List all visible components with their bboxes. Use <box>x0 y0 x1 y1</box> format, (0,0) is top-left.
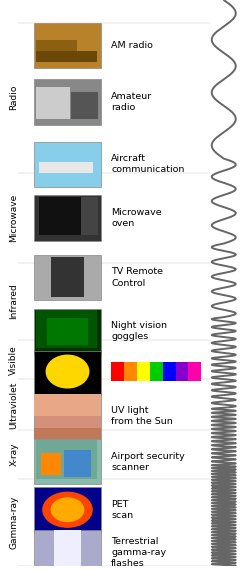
Bar <box>39 196 82 235</box>
Bar <box>188 362 201 381</box>
Bar <box>124 362 137 381</box>
Text: Ultraviolet: Ultraviolet <box>9 381 18 429</box>
Text: Airport security
scanner: Airport security scanner <box>111 452 185 472</box>
Text: AM radio: AM radio <box>111 41 153 50</box>
Bar <box>81 196 98 235</box>
Bar <box>34 23 101 68</box>
Ellipse shape <box>42 492 93 528</box>
Bar <box>34 255 101 300</box>
Text: Infrared: Infrared <box>9 284 18 320</box>
Bar <box>54 529 81 571</box>
Text: Terrestrial
gamma-ray
flashes: Terrestrial gamma-ray flashes <box>111 537 166 568</box>
Bar <box>36 87 70 119</box>
Bar <box>40 453 61 475</box>
Bar <box>34 439 101 484</box>
Bar <box>176 362 188 381</box>
Text: X-ray: X-ray <box>9 443 18 467</box>
Bar <box>34 79 101 124</box>
Text: Microwave: Microwave <box>9 194 18 242</box>
Bar <box>34 428 101 439</box>
Bar <box>34 309 101 354</box>
Bar <box>64 451 91 477</box>
Text: Aircraft
communication: Aircraft communication <box>111 154 184 174</box>
Text: Amateur
radio: Amateur radio <box>111 92 152 112</box>
Bar <box>163 362 175 381</box>
Text: TV Remote
Control: TV Remote Control <box>111 267 163 288</box>
Bar <box>39 162 93 174</box>
Text: Microwave
oven: Microwave oven <box>111 208 162 228</box>
Bar <box>36 51 97 62</box>
Bar <box>150 362 163 381</box>
Bar <box>111 362 124 381</box>
Bar <box>34 487 101 532</box>
Ellipse shape <box>46 355 90 388</box>
Text: Night vision
goggles: Night vision goggles <box>111 321 167 341</box>
Text: Gamma-ray: Gamma-ray <box>9 496 18 549</box>
Text: PET
scan: PET scan <box>111 500 134 520</box>
Bar <box>34 195 101 241</box>
Bar <box>36 39 77 62</box>
Bar <box>36 310 97 348</box>
Bar <box>34 393 101 439</box>
Bar <box>34 351 101 396</box>
Bar <box>36 440 97 478</box>
Bar <box>71 92 98 119</box>
Text: Radio: Radio <box>9 85 18 110</box>
Text: Visible: Visible <box>9 345 18 375</box>
Bar <box>50 256 84 297</box>
Bar <box>34 529 101 571</box>
Ellipse shape <box>50 497 84 522</box>
Bar <box>34 142 101 187</box>
Bar <box>137 362 150 381</box>
Text: UV light
from the Sun: UV light from the Sun <box>111 406 173 427</box>
Bar <box>47 317 88 345</box>
Bar <box>34 393 101 416</box>
